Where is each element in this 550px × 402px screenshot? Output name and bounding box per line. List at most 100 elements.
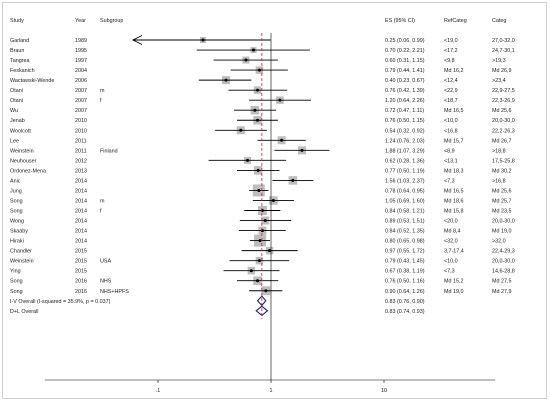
ref-category: Md 15,2 [444, 279, 463, 285]
header-subgroup: Subgroup [100, 18, 123, 24]
study-name: Feskanich [10, 68, 35, 74]
ref-category: <13,1 [444, 158, 458, 164]
study-name: Braun [10, 48, 24, 54]
ci-arrow [131, 35, 143, 45]
study-row: Otani 2007 f 1.20 (0.64, 2.26) <18,7 22,3-26,… [10, 96, 515, 104]
category: Md 30,2 [492, 168, 511, 174]
study-name: Wactawski-Wende [10, 78, 54, 84]
effect-size-label: 0.76 (0.50, 1.16) [385, 279, 425, 285]
study-name: Tangrea [10, 58, 29, 64]
point-estimate [246, 158, 250, 162]
effect-size-label: 0.78 (0.64, 0.95) [385, 188, 425, 194]
study-name: Song [10, 209, 23, 215]
effect-size-label: 0.76 (0.50, 1.15) [385, 118, 425, 124]
study-row: Lee 2011 1.24 (0.76, 2.03) Md 15,7 Md 26,7 [10, 136, 511, 145]
study-year: 2011 [75, 148, 87, 154]
x-tick-label: 10 [381, 388, 387, 394]
ref-category: <20,0 [444, 219, 458, 225]
study-year: 1989 [75, 38, 87, 44]
study-year: 2010 [75, 128, 87, 134]
category: Md 25,6 [492, 108, 511, 114]
ref-category: <9,8 [444, 58, 455, 64]
point-estimate [268, 249, 272, 253]
study-row: Wactawski-Wende 2006 0.40 (0.23, 0.67) <12,… [10, 76, 506, 85]
ref-category: <22,9 [444, 88, 458, 94]
category: 20,0-30,0 [492, 219, 515, 225]
category: 22,2-26,3 [492, 128, 515, 134]
study-row: Garland 1989 0.25 (0.06, 0.99) <19,0 27,0-32… [10, 35, 515, 45]
point-estimate [280, 138, 284, 142]
ref-category: Md 15,8 [444, 209, 463, 215]
study-row: Chandler 2015 0.97 (0.55, 1.72) 3,7-17,4 22,… [10, 246, 515, 255]
category: >32,0 [492, 239, 506, 245]
ref-category: Md 16,2 [444, 68, 463, 74]
study-subgroup: m [100, 88, 105, 94]
study-year: 1997 [75, 58, 87, 64]
study-row: Wong 2014 0.89 (0.53, 1.51) <20,0 20,0-30,0 [10, 216, 515, 225]
study-year: 2006 [75, 78, 87, 84]
forest-plot: Study Year Subgroup ES (95% CI) RefCateg… [10, 18, 515, 394]
study-row: Wu 2007 0.72 (0.47, 1.11) Md 16,5 Md 25,6 [10, 105, 511, 115]
study-row: Neuhouser 2012 0.62 (0.28, 1.36) <13,1 17,5-… [10, 156, 515, 164]
study-row: Song 2016 NHS+HPFS 0.90 (0.64, 1.26) Md 19,0… [10, 286, 511, 296]
study-name: Wu [10, 108, 18, 114]
study-year: 2004 [75, 68, 87, 74]
category: 22,9-27,5 [492, 88, 515, 94]
category: >19,3 [492, 58, 506, 64]
study-year: 2014 [75, 178, 87, 184]
category: Md 25,6 [492, 188, 511, 194]
ref-category: 3,7-17,4 [444, 249, 464, 255]
x-tick-label: 1 [270, 388, 273, 394]
overall-effect-label: 0.83 (0.74, 0.93) [385, 309, 425, 315]
effect-size-label: 0.90 (0.64, 1.26) [385, 289, 425, 295]
effect-size-label: 0.79 (0.43, 1.45) [385, 259, 425, 265]
category: Md 26,7 [492, 138, 511, 144]
effect-size-label: 1.20 (0.64, 2.26) [385, 98, 425, 104]
study-subgroup: NHS+HPFS [100, 289, 129, 295]
point-estimate [239, 128, 243, 132]
study-name: Otani [10, 88, 23, 94]
study-subgroup: NHS [100, 279, 112, 285]
study-subgroup: Finland [100, 148, 118, 154]
ref-category: <17,2 [444, 48, 458, 54]
x-tick-label: .1 [156, 388, 161, 394]
point-estimate [224, 78, 228, 82]
category: 14,6-28,8 [492, 269, 515, 275]
effect-size-label: 0.72 (0.47, 1.11) [385, 108, 424, 114]
study-year: 2014 [75, 188, 87, 194]
ref-category: Md 16,5 [444, 188, 463, 194]
study-row: Braun 1995 0.70 (0.22, 2.21) <17,2 24,7-30,1 [10, 47, 515, 54]
study-name: Neuhouser [10, 158, 37, 164]
category: 20,0-30,0 [492, 118, 515, 124]
category: 20,0-30,0 [492, 259, 515, 265]
ref-category: <8,9 [444, 148, 455, 154]
study-year: 2015 [75, 269, 87, 275]
study-row: Jenab 2010 0.76 (0.50, 1.15) <10,0 20,0-30,0 [10, 115, 515, 125]
study-row: Woolcott 2010 0.54 (0.32, 0.92) <16,8 22,2-2… [10, 126, 515, 134]
study-name: Wong [10, 219, 24, 225]
study-row: Tangrea 1997 0.60 (0.31, 1.15) <9,8 >19,3 [10, 56, 506, 64]
point-estimate [251, 48, 255, 52]
study-row: Weinstein 2011 Finland 1.88 (1.07, 3.29) <8,… [10, 146, 506, 155]
study-year: 2014 [75, 209, 87, 215]
study-row: Skaaby 2014 0.84 (0.52, 1.35) Md 8,4 Md 19,0 [10, 226, 511, 235]
point-estimate [201, 38, 205, 42]
study-name: Song [10, 198, 23, 204]
point-estimate [264, 289, 268, 293]
figure-frame: Study Year Subgroup ES (95% CI) RefCateg… [2, 2, 547, 399]
effect-size-label: 0.80 (0.65, 0.98) [385, 239, 425, 245]
effect-size-label: 0.40 (0.23, 0.67) [385, 78, 425, 84]
point-estimate [258, 239, 262, 243]
effect-size-label: 0.84 (0.52, 1.35) [385, 229, 425, 235]
study-year: 2010 [75, 118, 87, 124]
category: Md 19,0 [492, 229, 511, 235]
study-year: 2015 [75, 249, 87, 255]
effect-size-label: 0.60 (0.31, 1.15) [385, 58, 425, 64]
point-estimate [257, 259, 261, 263]
effect-size-label: 0.97 (0.55, 1.72) [385, 249, 425, 255]
point-estimate [244, 58, 248, 62]
point-estimate [291, 178, 295, 182]
header-year: Year [75, 18, 86, 24]
category: Md 27,9 [492, 289, 511, 295]
study-name: Otani [10, 98, 23, 104]
